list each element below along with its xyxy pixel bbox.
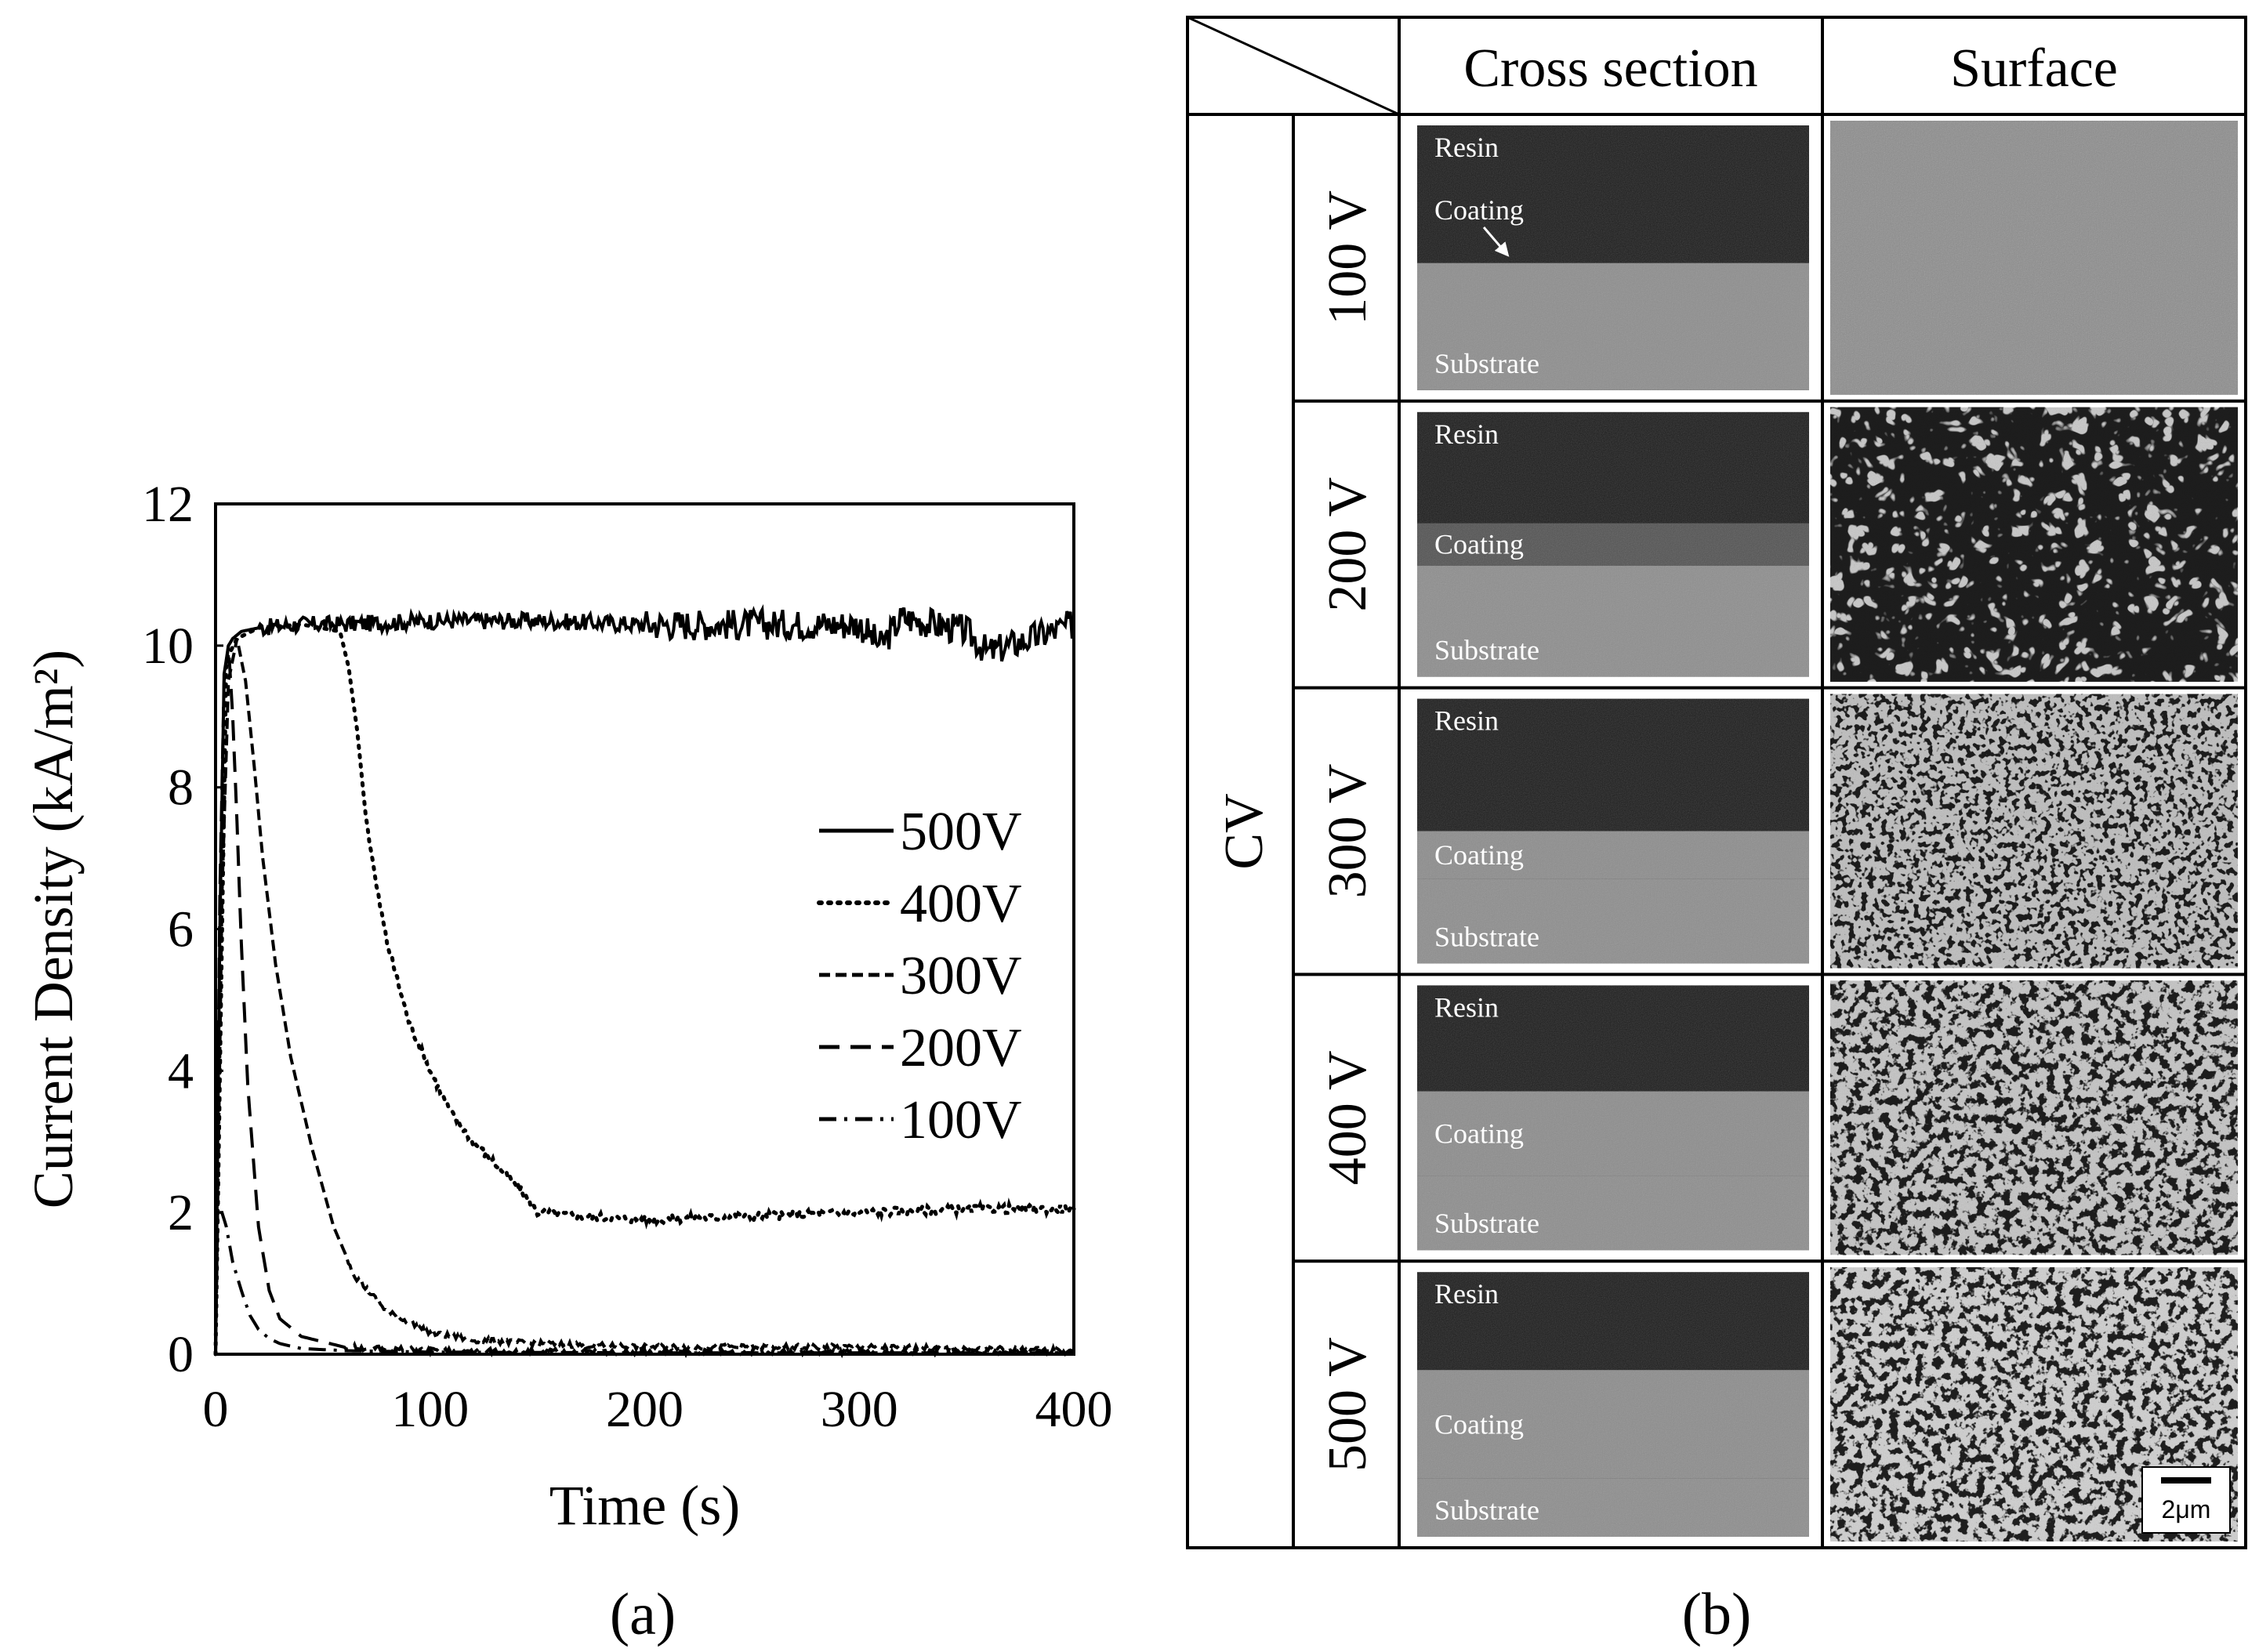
surface-image (1830, 980, 2238, 1255)
layer-label-resin: Resin (1434, 132, 1499, 163)
layer-label-resin: Resin (1434, 991, 1499, 1023)
coating-arrow (1482, 226, 1510, 257)
layer-label-coating: Coating (1434, 194, 1524, 226)
x-tick-label: 100 (391, 1381, 469, 1438)
surface-image: 2μm (1830, 1267, 2238, 1542)
y-tick-label: 0 (168, 1326, 194, 1383)
y-tick-label: 4 (168, 1042, 194, 1100)
group-label-cv: CV (1214, 793, 1275, 869)
micrograph-table: Cross section Surface CV 100 V Resin Coati… (1186, 16, 2247, 1647)
surface-image (1830, 407, 2238, 682)
x-tick-label: 0 (203, 1381, 229, 1438)
x-tick-label: 400 (1035, 1381, 1113, 1438)
cross-section-image: Resin Coating Substrate (1417, 985, 1809, 1251)
series-layer (213, 603, 1076, 1359)
row-300v: 300 V Resin Coating Substrate (1318, 694, 2238, 969)
y-tick-label: 10 (142, 618, 194, 675)
column-header-surface: Surface (1950, 38, 2118, 99)
legend-entry: 500V (900, 802, 1022, 862)
x-axis-ticks: 0 100 200 300 400 (203, 1346, 1113, 1438)
x-tick-label: 300 (821, 1381, 898, 1438)
legend-entry: 400V (900, 874, 1022, 934)
layer-label-substrate: Substrate (1434, 1494, 1539, 1526)
y-tick-label: 8 (168, 759, 194, 817)
voltage-label: 500 V (1318, 1337, 1378, 1472)
row-500v: 500 V Resin Coating Substrate 2μm (1318, 1267, 2238, 1542)
row-400v: 400 V Resin Coating Substrate (1318, 980, 2238, 1255)
cross-section-image: Resin Coating Substrate (1417, 698, 1809, 964)
y-axis-title: Current Density (kA/m²) (22, 650, 85, 1208)
cross-section-image: Resin Coating Substrate (1417, 411, 1809, 677)
layer-label-resin: Resin (1434, 418, 1499, 450)
voltage-label: 400 V (1318, 1050, 1378, 1185)
x-axis-title: Time (s) (549, 1474, 740, 1537)
layer-label-substrate: Substrate (1434, 921, 1539, 952)
y-tick-label: 2 (168, 1184, 194, 1241)
series-line-500v (214, 603, 1075, 1355)
series-line-400v (213, 622, 1076, 1357)
layer-label-substrate: Substrate (1434, 1208, 1539, 1239)
panel-label-a: (a) (610, 1581, 676, 1647)
layer-label-coating: Coating (1434, 529, 1524, 560)
legend: 500V 400V 300V 200V 100V (817, 802, 1022, 1150)
panel-label-b: (b) (1682, 1581, 1752, 1647)
y-tick-label: 6 (168, 901, 194, 958)
legend-entry: 100V (900, 1090, 1022, 1150)
y-tick-label: 12 (142, 476, 194, 533)
voltage-label: 300 V (1318, 764, 1378, 899)
layer-label-substrate: Substrate (1434, 348, 1539, 379)
cross-section-image: Resin Coating Substrate (1417, 125, 1809, 390)
series-line-300v (214, 638, 1074, 1358)
current-density-chart: 0 2 4 6 8 10 12 0 100 200 300 400 500V 400V 300V 200V… (22, 476, 1113, 1647)
x-tick-label: 200 (606, 1381, 684, 1438)
layer-label-coating: Coating (1434, 1118, 1524, 1150)
layer-label-substrate: Substrate (1434, 635, 1539, 666)
legend-entry: 300V (900, 946, 1022, 1006)
voltage-label: 100 V (1318, 190, 1378, 325)
voltage-label: 200 V (1318, 477, 1378, 612)
corner-diagonal (1187, 16, 1400, 116)
surface-image (1830, 694, 2238, 969)
table-frame (1186, 16, 2247, 1549)
column-header-cross-section: Cross section (1463, 38, 1757, 99)
layer-label-resin: Resin (1434, 705, 1499, 737)
row-200v: 200 V Resin Coating Substrate (1318, 407, 2238, 682)
layer-label-coating: Coating (1434, 1408, 1524, 1440)
legend-entry: 200V (900, 1018, 1022, 1078)
layer-label-coating: Coating (1434, 839, 1524, 871)
scale-bar: 2μm (2141, 1466, 2231, 1534)
series-line-100v (214, 1211, 1074, 1355)
surface-image (1830, 121, 2238, 395)
layer-label-resin: Resin (1434, 1278, 1499, 1310)
scale-bar-label: 2μm (2162, 1495, 2211, 1523)
row-100v: 100 V Resin Coating Substrate (1318, 121, 2238, 395)
cross-section-image: Resin Coating Substrate (1417, 1272, 1809, 1537)
y-axis-ticks: 0 2 4 6 8 10 12 (142, 476, 223, 1383)
